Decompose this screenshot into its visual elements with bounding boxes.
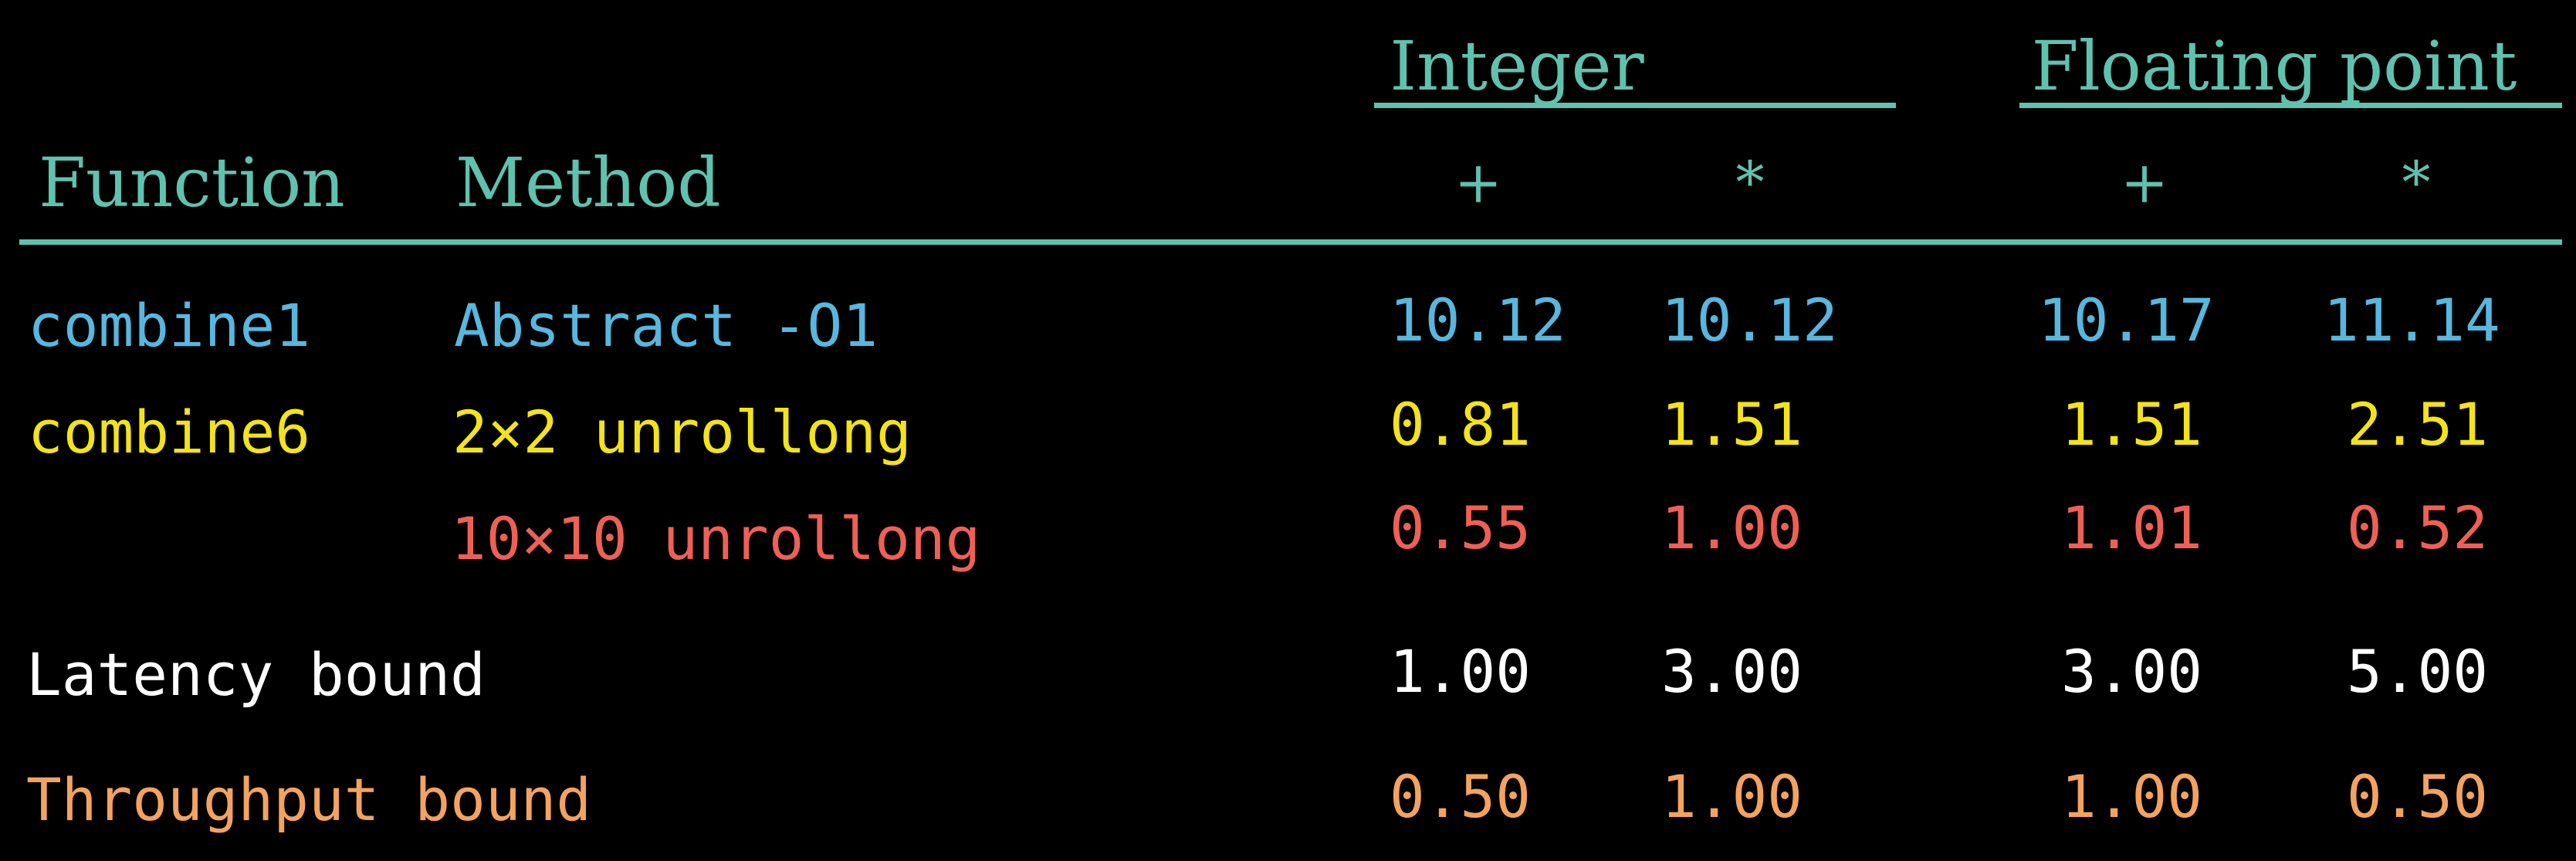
header-group-floating-point: Floating point xyxy=(2031,26,2517,106)
fp-add-cell: 10.17 xyxy=(2038,286,2215,354)
header-int-add: + xyxy=(1454,150,1503,216)
fp-mul-cell: 5.00 xyxy=(2347,637,2489,706)
fp-add-cell: 1.51 xyxy=(2061,390,2203,459)
header-method: Method xyxy=(455,143,721,222)
int-mul-cell: 3.00 xyxy=(1661,637,1803,706)
integer-group-rule xyxy=(1374,103,1896,108)
int-add-cell: 1.00 xyxy=(1390,637,1532,706)
fp-mul-cell: 0.50 xyxy=(2347,762,2489,831)
function-cell: combine6 xyxy=(28,398,311,466)
fp-add-cell: 1.01 xyxy=(2061,493,2203,562)
int-add-cell: 0.55 xyxy=(1390,493,1532,562)
floating-point-group-rule xyxy=(2019,103,2562,108)
int-mul-cell: 1.00 xyxy=(1661,762,1803,831)
int-add-cell: 0.81 xyxy=(1390,390,1532,459)
method-cell: Abstract -O1 xyxy=(454,291,878,360)
method-cell: 2×2 unrollong xyxy=(452,398,912,466)
fp-mul-cell: 0.52 xyxy=(2347,493,2489,562)
function-cell: Latency bound xyxy=(26,640,486,709)
header-fp-add: + xyxy=(2120,150,2169,216)
int-mul-cell: 1.00 xyxy=(1661,493,1803,562)
function-cell: Throughput bound xyxy=(26,765,592,834)
fp-add-cell: 1.00 xyxy=(2061,762,2203,831)
header-fp-mul: * xyxy=(2402,150,2431,216)
int-mul-cell: 1.51 xyxy=(1661,390,1803,459)
fp-add-cell: 3.00 xyxy=(2061,637,2203,706)
header-function: Function xyxy=(39,143,345,222)
header-int-mul: * xyxy=(1735,150,1765,216)
int-add-cell: 10.12 xyxy=(1390,286,1566,354)
function-cell: combine1 xyxy=(28,291,311,360)
fp-mul-cell: 2.51 xyxy=(2347,390,2489,459)
method-cell: 10×10 unrollong xyxy=(451,504,981,573)
header-rule xyxy=(19,239,2562,245)
header-group-integer: Integer xyxy=(1390,26,1644,106)
fp-mul-cell: 11.14 xyxy=(2324,286,2500,354)
int-add-cell: 0.50 xyxy=(1390,762,1532,831)
int-mul-cell: 10.12 xyxy=(1661,286,1838,354)
